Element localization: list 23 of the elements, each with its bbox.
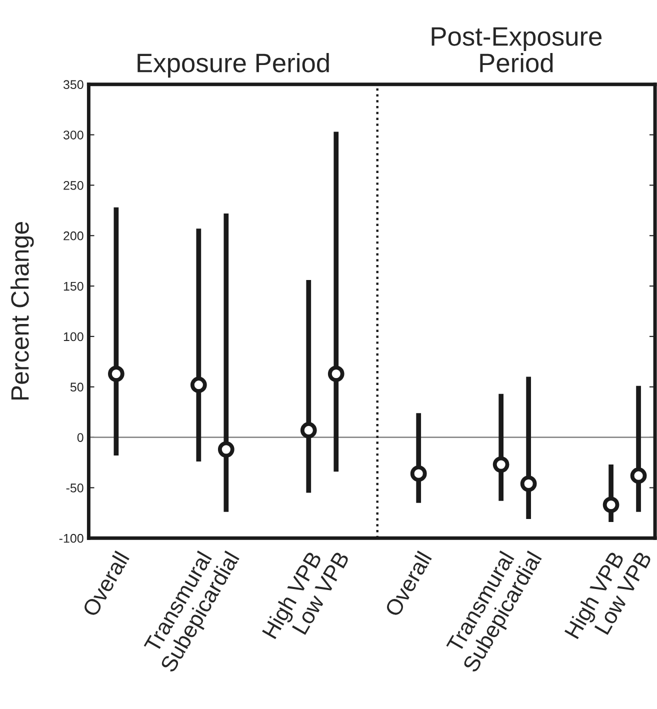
y-tick-label: -100 bbox=[59, 534, 84, 543]
y-tick-label: 100 bbox=[64, 332, 84, 342]
y-tick-label: 300 bbox=[63, 130, 84, 140]
point bbox=[300, 422, 317, 438]
y-tick-label: 200 bbox=[64, 231, 84, 240]
y-tick-label: 150 bbox=[64, 282, 84, 291]
point bbox=[328, 366, 344, 382]
y-tick-label: 0 bbox=[77, 433, 84, 442]
point bbox=[520, 475, 537, 492]
point bbox=[190, 376, 207, 394]
y-tick-label: 350 bbox=[63, 80, 84, 90]
y-tick-label: -50 bbox=[66, 484, 84, 492]
point bbox=[492, 456, 510, 473]
point bbox=[218, 441, 234, 458]
text: Post-Exposure Period bbox=[432, 27, 602, 72]
y-tick-label: 250 bbox=[64, 181, 84, 190]
point bbox=[630, 467, 647, 484]
point bbox=[410, 465, 427, 482]
text: Exposure Period bbox=[138, 52, 329, 78]
y-tick-label: 50 bbox=[70, 382, 84, 392]
point bbox=[108, 366, 124, 382]
y-axis-title: Percent Change bbox=[10, 222, 34, 400]
point bbox=[602, 496, 620, 514]
